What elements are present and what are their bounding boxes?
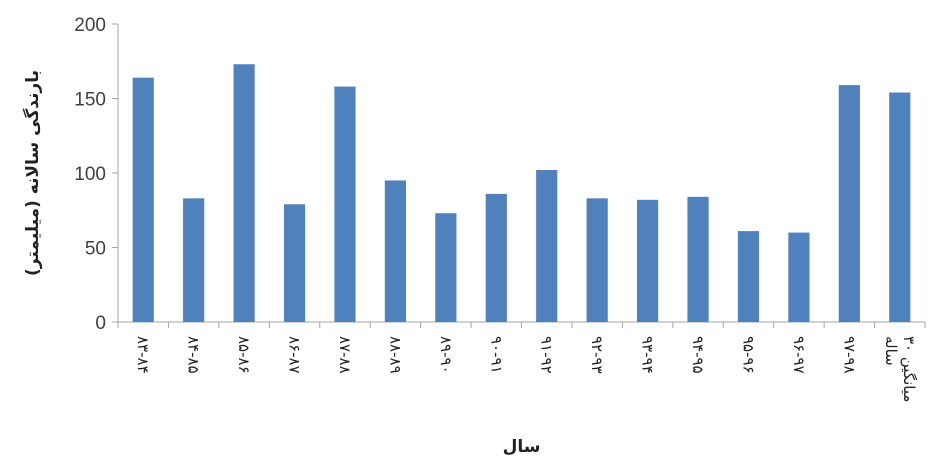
x-tick-label: ۸۸-۸۹ [386,336,404,374]
x-tick-label-group: ۹۴-۹۵ [689,336,707,374]
x-tick-label: ۸۹-۹۰ [437,336,455,374]
x-tick-label-group: ۹۶-۹۷ [790,336,808,374]
bar [737,231,760,322]
bars [132,64,911,322]
x-tick-label: ۹۱-۹۲ [538,336,556,374]
bar [586,198,608,322]
x-tick-label-group: ۸۵-۸۶ [235,336,253,374]
x-axis-title: سال [503,437,541,457]
y-tick-label: 100 [74,164,106,185]
bar [687,196,709,322]
x-tick-label: میانگین ۳۰ [900,336,918,402]
bar [283,204,306,322]
x-tick-label-group: ۸۶-۸۷ [286,336,304,374]
x-tick-label-group: ۹۳-۹۴ [639,336,657,374]
x-tick-label-group: ۹۵-۹۶ [739,336,757,374]
bar [384,180,406,322]
x-tick-label-group: ۸۸-۸۹ [386,336,404,374]
x-tick-label-group: ۹۷-۹۸ [840,336,858,374]
x-tick-label: ۹۰-۹۱ [487,336,505,374]
x-tick-label: ساله [882,336,900,366]
x-tick-label-group: ۸۹-۹۰ [437,336,455,374]
x-tick-label: ۸۵-۸۶ [235,336,253,374]
bar [637,199,659,322]
y-tick-label: 0 [95,313,106,334]
bar [536,170,558,322]
y-tick-label: 150 [74,90,106,111]
x-tick-labels: ۸۳-۸۴ ۸۴-۸۵ ۸۵-۸۶ ۸۶-۸۷ ۸۷-۸۸ ۸۸-۸۹ ۸۹-۹۰ ۹۰-۹۱… [134,336,918,402]
bar [435,213,457,322]
bar [233,64,255,322]
y-tick-label: 50 [85,239,106,260]
x-tick-label: ۸۴-۸۵ [185,336,203,374]
x-tick-label: ۸۷-۸۸ [336,336,354,374]
bar [788,232,810,322]
x-tick-label: ۹۲-۹۳ [588,336,606,374]
x-axis [117,321,926,328]
bar [485,193,507,322]
x-tick-label-group: ۸۷-۸۸ [336,336,354,374]
x-tick-label: ۹۵-۹۶ [739,336,757,374]
x-tick-label: ۸۳-۸۴ [134,336,152,374]
y-tick-label: 200 [74,15,106,36]
x-tick-label: ۹۷-۹۸ [840,336,858,374]
x-tick-label: ۹۳-۹۴ [639,336,657,374]
x-tick-label-group: ۹۰-۹۱ [487,336,505,374]
bar [132,77,154,322]
x-tick-label: ۹۶-۹۷ [790,336,808,374]
bar [183,198,205,322]
x-tick-label-group: ۸۴-۸۵ [185,336,203,374]
x-tick-label: ۹۴-۹۵ [689,336,707,374]
y-axis-title: بارندگی سالانه (میلیمتر) [22,70,43,276]
x-tick-label-group: ۸۳-۸۴ [134,336,152,374]
y-axis: 0 50 100 150 200 [74,15,119,334]
x-tick-label-group: ۹۲-۹۳ [588,336,606,374]
bar [838,85,860,322]
x-tick-label-group: ۹۱-۹۲ [538,336,556,374]
bar [334,86,356,322]
x-tick-label: ۸۶-۸۷ [286,336,304,374]
bar [889,92,911,322]
